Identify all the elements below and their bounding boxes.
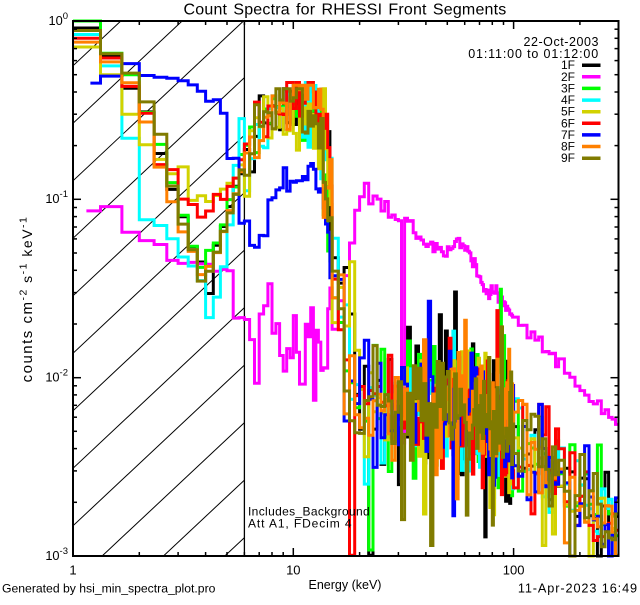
svg-text:Generated by hsi_min_spectra_p: Generated by hsi_min_spectra_plot.pro <box>2 582 216 596</box>
svg-text:8F: 8F <box>561 140 575 154</box>
svg-text:4F: 4F <box>561 93 575 107</box>
svg-text:100: 100 <box>503 563 525 578</box>
svg-text:Att A1, FDecim 4: Att A1, FDecim 4 <box>248 517 352 531</box>
svg-text:2F: 2F <box>561 70 575 84</box>
svg-text:7F: 7F <box>561 128 575 142</box>
svg-text:1F: 1F <box>561 58 575 72</box>
svg-text:6F: 6F <box>561 116 575 130</box>
svg-text:3F: 3F <box>561 81 575 95</box>
svg-text:11-Apr-2023 16:49: 11-Apr-2023 16:49 <box>518 582 638 596</box>
svg-text:counts cm-2 s-1 keV-1: counts cm-2 s-1 keV-1 <box>18 216 37 383</box>
svg-text:1: 1 <box>69 563 76 578</box>
svg-text:10: 10 <box>286 563 300 578</box>
svg-text:9F: 9F <box>561 151 575 165</box>
svg-text:Energy (keV): Energy (keV) <box>309 578 382 592</box>
svg-text:01:11:00 to 01:12:00: 01:11:00 to 01:12:00 <box>468 47 599 61</box>
svg-text:22-Oct-2003: 22-Oct-2003 <box>523 35 599 49</box>
svg-text:Includes_Background: Includes_Background <box>248 505 370 519</box>
svg-text:5F: 5F <box>561 105 575 119</box>
svg-text:Count Spectra for RHESSI Front: Count Spectra for RHESSI Front Segments <box>184 2 507 19</box>
